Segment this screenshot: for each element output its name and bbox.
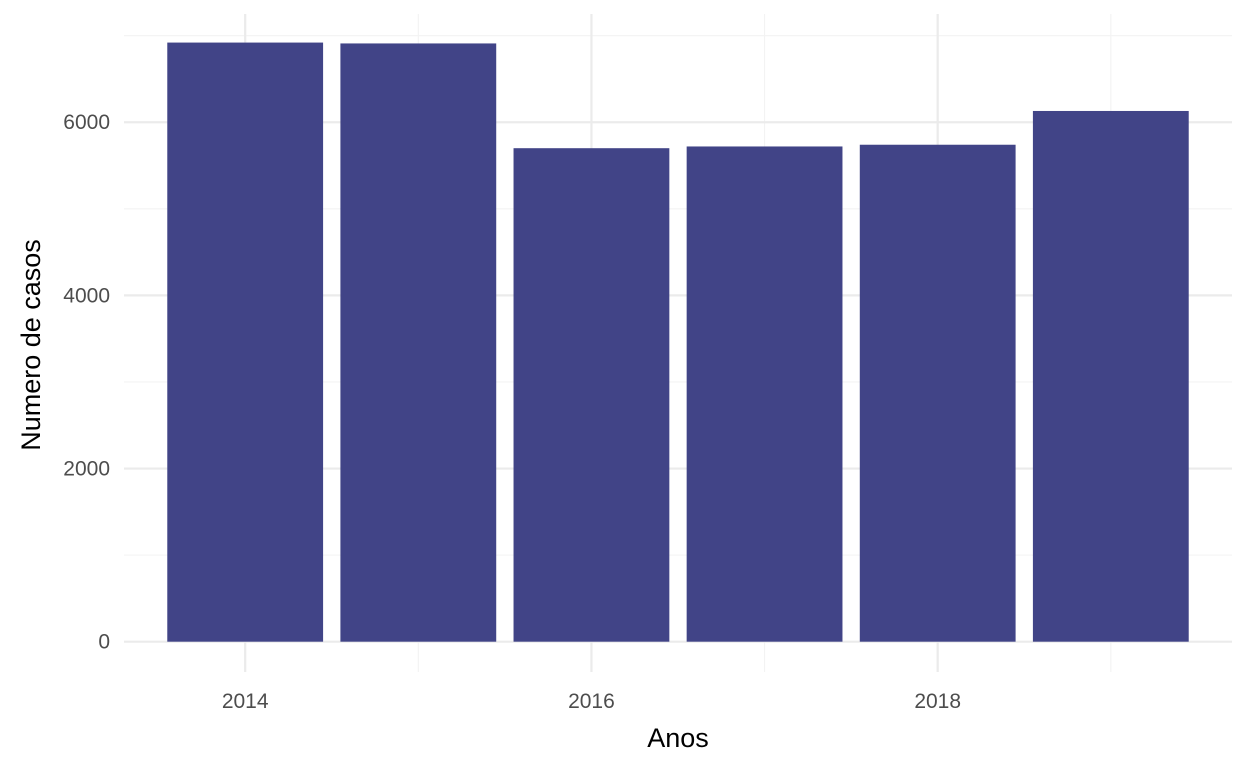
bar-2018	[859, 144, 1016, 642]
x-tick-label: 2016	[568, 690, 615, 713]
bar-2014	[167, 42, 324, 642]
y-axis-tick-labels: 0 2000 4000 6000	[63, 111, 110, 653]
x-axis-tick-labels: 2014 2016 2018	[222, 690, 961, 713]
bar-2016	[513, 148, 670, 642]
bar-2017	[686, 146, 843, 642]
y-axis-title: Numero de casos	[16, 239, 46, 451]
y-tick-label: 6000	[63, 111, 110, 134]
y-tick-label: 2000	[63, 458, 110, 481]
y-tick-label: 0	[98, 631, 110, 654]
y-tick-label: 4000	[63, 284, 110, 307]
bars	[167, 42, 1189, 642]
bar-2019	[1032, 110, 1189, 642]
x-tick-label: 2018	[914, 690, 961, 713]
x-axis-title: Anos	[647, 723, 709, 753]
x-tick-label: 2014	[222, 690, 269, 713]
bar-2015	[340, 43, 497, 642]
